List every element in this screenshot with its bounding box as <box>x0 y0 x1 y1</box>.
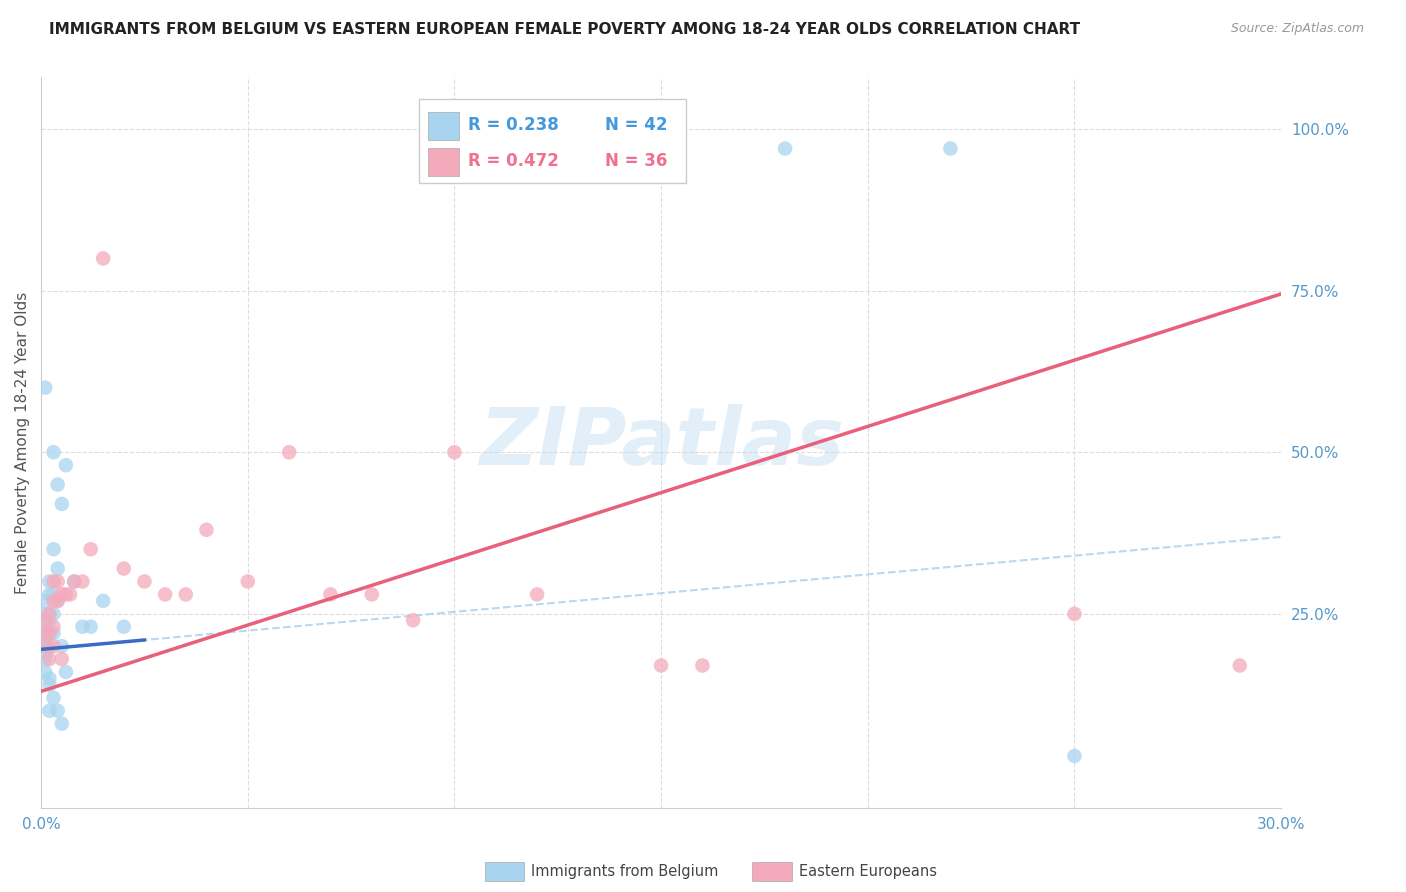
Text: Immigrants from Belgium: Immigrants from Belgium <box>531 864 718 879</box>
Point <box>34 665 56 679</box>
Text: Eastern Europeans: Eastern Europeans <box>799 864 936 879</box>
Point <box>38 652 60 666</box>
Point <box>526 587 548 601</box>
Point <box>34 646 56 660</box>
Point <box>42 542 65 557</box>
Y-axis label: Female Poverty Among 18-24 Year Olds: Female Poverty Among 18-24 Year Olds <box>15 292 30 594</box>
Point <box>51 652 73 666</box>
Point <box>80 620 103 634</box>
Point <box>360 587 382 601</box>
Text: N = 42: N = 42 <box>606 116 668 134</box>
Point <box>51 639 73 653</box>
Point <box>72 620 94 634</box>
Point <box>1063 607 1085 621</box>
Point <box>134 574 156 589</box>
Point <box>34 620 56 634</box>
Point <box>42 626 65 640</box>
Point <box>72 574 94 589</box>
Point <box>80 542 103 557</box>
Point <box>34 632 56 647</box>
Point <box>55 458 77 472</box>
Point <box>692 658 714 673</box>
Point <box>34 626 56 640</box>
Point <box>42 607 65 621</box>
Text: R = 0.472: R = 0.472 <box>468 153 558 170</box>
Point <box>34 381 56 395</box>
Point <box>443 445 465 459</box>
Point <box>63 574 86 589</box>
Point <box>42 574 65 589</box>
Text: N = 36: N = 36 <box>606 153 668 170</box>
Point <box>939 142 962 156</box>
Point <box>38 704 60 718</box>
Point <box>42 445 65 459</box>
Point <box>195 523 218 537</box>
Point <box>51 716 73 731</box>
FancyBboxPatch shape <box>427 112 458 139</box>
Point <box>153 587 176 601</box>
Point <box>319 587 342 601</box>
Point <box>402 613 425 627</box>
Point <box>46 561 69 575</box>
Point <box>112 561 135 575</box>
Point <box>34 652 56 666</box>
Point <box>38 613 60 627</box>
Point <box>34 594 56 608</box>
Point <box>1229 658 1251 673</box>
Text: ZIPatlas: ZIPatlas <box>478 403 844 482</box>
Point <box>38 607 60 621</box>
Point <box>91 594 114 608</box>
Point <box>1063 749 1085 764</box>
Point <box>34 607 56 621</box>
FancyBboxPatch shape <box>419 99 686 184</box>
Point <box>42 690 65 705</box>
Text: IMMIGRANTS FROM BELGIUM VS EASTERN EUROPEAN FEMALE POVERTY AMONG 18-24 YEAR OLDS: IMMIGRANTS FROM BELGIUM VS EASTERN EUROP… <box>49 22 1080 37</box>
Point <box>91 252 114 266</box>
Point <box>34 626 56 640</box>
Point <box>112 620 135 634</box>
Point <box>278 445 301 459</box>
Point <box>38 574 60 589</box>
Point <box>46 704 69 718</box>
Point <box>34 639 56 653</box>
Point <box>38 626 60 640</box>
Point <box>46 574 69 589</box>
Point <box>38 587 60 601</box>
Point <box>38 626 60 640</box>
Point <box>46 594 69 608</box>
Point <box>59 587 82 601</box>
Point <box>46 594 69 608</box>
Point <box>174 587 197 601</box>
Point <box>46 477 69 491</box>
Point <box>42 594 65 608</box>
Point <box>38 639 60 653</box>
Point <box>773 142 796 156</box>
Text: Source: ZipAtlas.com: Source: ZipAtlas.com <box>1230 22 1364 36</box>
Point <box>34 639 56 653</box>
Point <box>51 497 73 511</box>
FancyBboxPatch shape <box>427 148 458 176</box>
Point <box>42 587 65 601</box>
Point <box>42 620 65 634</box>
Point <box>38 607 60 621</box>
Point <box>51 587 73 601</box>
Point <box>650 658 672 673</box>
Point <box>38 672 60 686</box>
Point <box>236 574 259 589</box>
Point <box>55 587 77 601</box>
Point <box>63 574 86 589</box>
Point <box>42 639 65 653</box>
Text: R = 0.238: R = 0.238 <box>468 116 558 134</box>
Point <box>55 665 77 679</box>
Point <box>34 613 56 627</box>
Point <box>38 678 60 692</box>
